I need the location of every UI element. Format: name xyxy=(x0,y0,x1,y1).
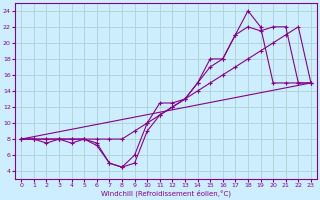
X-axis label: Windchill (Refroidissement éolien,°C): Windchill (Refroidissement éolien,°C) xyxy=(101,190,231,197)
